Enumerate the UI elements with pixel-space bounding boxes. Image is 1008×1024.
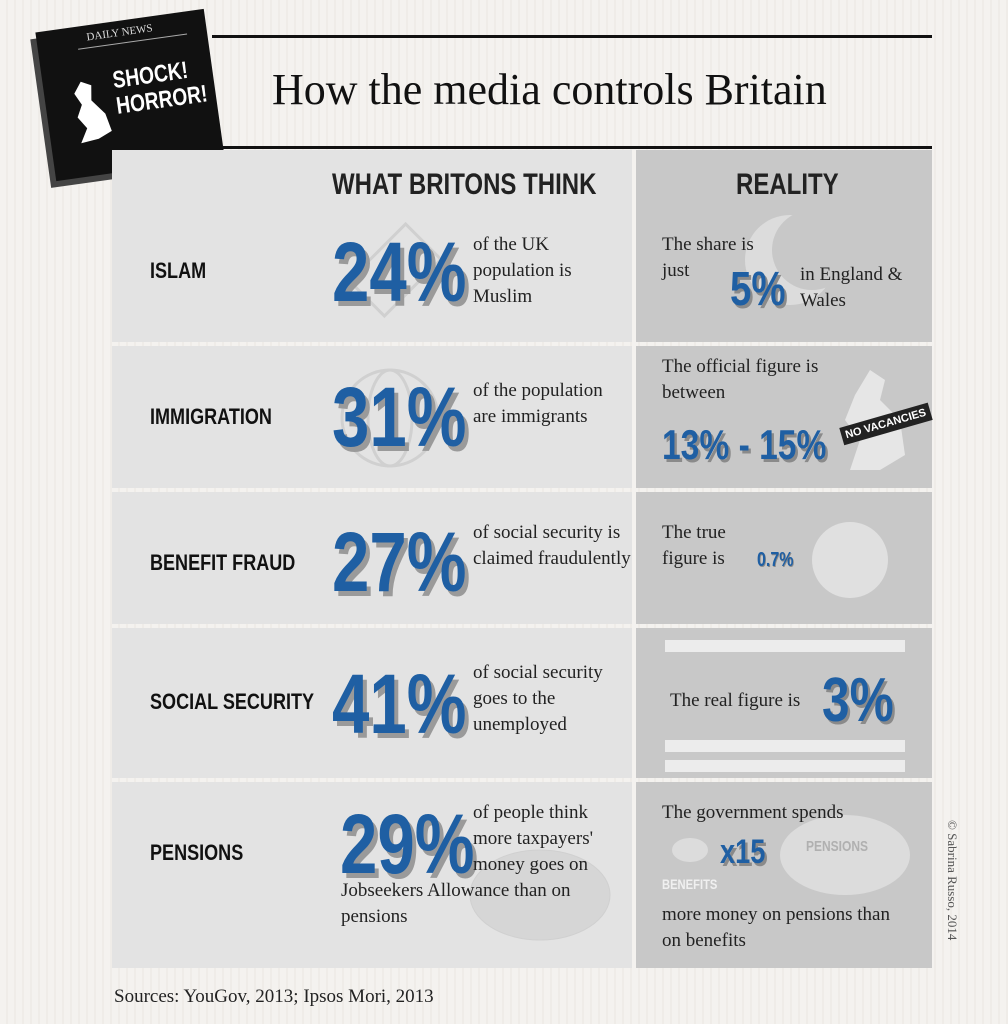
reality-value: 3%	[822, 666, 894, 735]
reality-text: The share is just	[662, 234, 754, 281]
topic: PENSIONS	[150, 840, 244, 865]
perceived-value: 29%	[340, 797, 475, 891]
reality-value: 13% - 15%	[662, 421, 827, 468]
badge: DAILY NEWS SHOCK! HORROR!	[35, 8, 225, 182]
header-rule	[212, 35, 932, 38]
perceived-text: Jobseekers Allowance than on pensions	[341, 880, 571, 927]
reality-value: 5%	[730, 263, 786, 316]
header-rule	[212, 146, 932, 149]
reality-text: The true figure is	[662, 522, 726, 569]
perceived-value: 31%	[332, 370, 467, 464]
topic: SOCIAL SECURITY	[150, 689, 315, 714]
cell	[112, 628, 632, 778]
reality-text: more money on pensions than on benefits	[662, 904, 890, 951]
reality-text: The official figure is between	[662, 356, 819, 403]
column-header: REALITY	[736, 168, 839, 201]
title: How the media controls Britain	[272, 65, 827, 114]
reality-value: x15	[720, 833, 766, 871]
perceived-value: 24%	[332, 225, 467, 319]
perceived-text: of social security goes to the unemploye…	[473, 662, 603, 735]
cell	[112, 150, 632, 342]
reality-text: The real figure is	[670, 690, 801, 711]
perceived-text: of the population are immigrants	[473, 380, 603, 427]
perceived-text: of social security is claimed fraudulent…	[473, 522, 631, 569]
chart-label: PENSIONS	[806, 838, 869, 855]
cell	[112, 492, 632, 624]
cell	[636, 628, 932, 778]
topic: BENEFIT FRAUD	[150, 550, 296, 575]
perceived-value: 27%	[332, 515, 467, 609]
reality-text: The government spends	[662, 802, 844, 823]
column-header: WHAT BRITONS THINK	[332, 168, 597, 201]
chart-label: BENEFITS	[662, 876, 718, 892]
credit: © Sabrina Russo, 2014	[945, 820, 960, 941]
topic: IMMIGRATION	[150, 404, 272, 429]
uk-icon	[74, 81, 112, 144]
perceived-value: 41%	[332, 657, 467, 751]
perceived-text: of people think more taxpayers' money go…	[473, 802, 594, 875]
reality-value: 0.7%	[757, 549, 794, 571]
reality-text: in England & Wales	[800, 264, 903, 311]
sources: Sources: YouGov, 2013; Ipsos Mori, 2013	[114, 986, 434, 1007]
topic: ISLAM	[150, 258, 207, 283]
cell	[112, 346, 632, 488]
perceived-text: of the UK population is Muslim	[473, 234, 572, 307]
